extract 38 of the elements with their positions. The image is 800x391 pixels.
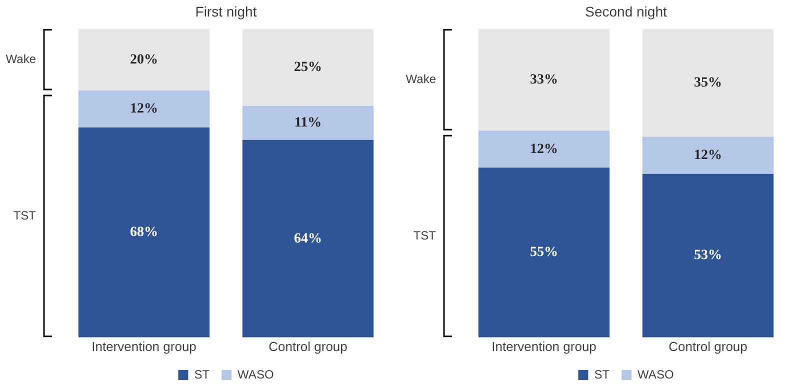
chart-title: First night (195, 3, 257, 20)
text: TST (413, 228, 437, 242)
text: Wake (6, 52, 36, 66)
x-tick-label: Intervention group (92, 338, 196, 354)
bar (242, 28, 374, 106)
data-label: 12% (130, 102, 158, 117)
bar (478, 130, 610, 168)
bar (242, 140, 374, 338)
bar (78, 128, 210, 338)
data-label: 25% (294, 60, 322, 75)
legend-label: WASO (638, 367, 674, 382)
legend-label: WASO (238, 367, 274, 382)
x-tick-label: Intervention group (492, 338, 596, 354)
bar (642, 174, 774, 338)
bar (78, 90, 210, 128)
data-label: 33% (530, 72, 558, 88)
legend-label: ST (194, 367, 210, 382)
bar (642, 28, 774, 137)
bar (242, 106, 374, 140)
bar (78, 28, 210, 91)
chart-title: Second night (585, 3, 667, 20)
x-tick-label: Control group (268, 338, 348, 354)
data-label: 12% (694, 148, 722, 163)
text: TST (13, 208, 37, 222)
data-label: 64% (294, 231, 322, 246)
data-label: 20% (130, 52, 158, 68)
bar (478, 28, 610, 131)
data-label: 55% (530, 245, 558, 260)
data-label: 53% (694, 248, 722, 264)
text: Wake (406, 72, 436, 86)
data-label: 11% (294, 116, 322, 131)
legend-label: ST (594, 367, 610, 382)
x-tick-label: Control group (668, 338, 748, 354)
data-label: 68% (130, 225, 158, 240)
data-label: 12% (530, 142, 558, 157)
bar (478, 168, 610, 338)
data-label: 35% (694, 75, 722, 90)
bar (642, 136, 774, 174)
